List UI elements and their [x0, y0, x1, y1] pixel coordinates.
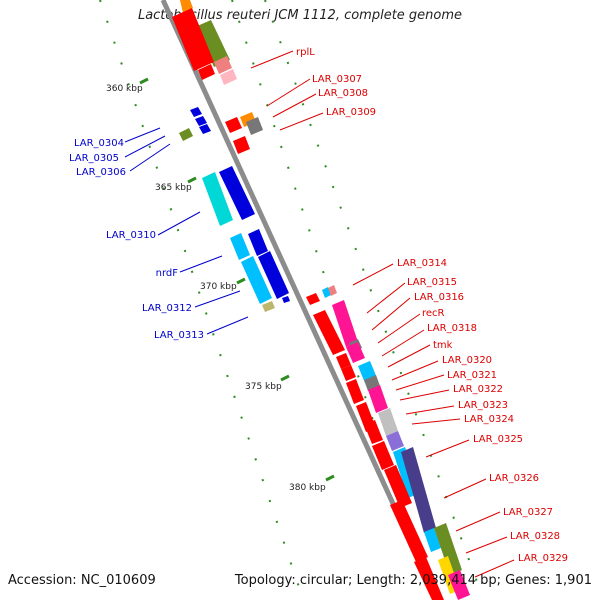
gene-block [202, 172, 233, 226]
scale-label: 360 kbp [106, 84, 143, 94]
gene-arrow [346, 379, 364, 404]
genome-summary-text: Topology: circular; Length: 2,039,414 bp… [234, 573, 592, 588]
gene-block [179, 128, 193, 141]
reverse-features [172, 0, 470, 600]
gene-block [434, 523, 462, 575]
gene-arrow [414, 557, 444, 600]
gene-arrow [172, 8, 214, 71]
gene-label: LAR_0325 [473, 434, 523, 445]
map-title: Lactobacillus reuteri JCM 1112, complete… [137, 8, 463, 23]
gene-arrow [336, 353, 351, 369]
gene-arrow [306, 293, 320, 305]
gene-block [332, 300, 358, 347]
gene-label: LAR_0320 [442, 355, 492, 366]
gene-label: LAR_0309 [326, 107, 376, 118]
gene-label: LAR_0324 [464, 414, 514, 425]
gene-block [220, 69, 237, 85]
scale-ticks [139, 77, 335, 482]
reverse-leader-lines [250, 50, 515, 578]
genome-backbone [160, 0, 440, 600]
gene-arrow [199, 124, 211, 134]
gene-label: LAR_0313 [154, 330, 204, 341]
gene-arrow [233, 136, 250, 154]
gene-label: LAR_0321 [447, 370, 497, 381]
gene-label: tmk [433, 340, 453, 351]
gene-block [424, 528, 441, 552]
gene-label: LAR_0306 [76, 167, 126, 178]
gene-label: nrdF [156, 268, 179, 279]
scale-label: 380 kbp [289, 483, 326, 493]
gene-label: recR [422, 308, 445, 319]
scale-label: 365 kbp [155, 183, 192, 193]
gene-arrow [390, 500, 428, 562]
gene-label: LAR_0307 [312, 74, 362, 85]
gene-block [378, 408, 398, 436]
scale-label: 370 kbp [200, 282, 237, 292]
gene-arrow [248, 229, 268, 256]
gene-arrow [198, 64, 215, 80]
gene-block [368, 385, 388, 413]
gene-arrow [225, 117, 242, 133]
reverse-gene-labels: rplL LAR_0307 LAR_0308 LAR_0309 LAR_0314… [296, 47, 568, 564]
gene-arrow [372, 441, 394, 470]
gene-label: LAR_0305 [69, 153, 119, 164]
gene-block [401, 447, 436, 533]
gene-label: LAR_0316 [414, 292, 464, 303]
gene-arrow [258, 251, 289, 299]
gene-label: LAR_0328 [510, 531, 560, 542]
gene-label: LAR_0304 [74, 138, 124, 149]
scale-labels: 360 kbp 365 kbp 370 kbp 375 kbp 380 kbp [106, 84, 326, 493]
gene-arrow [282, 296, 290, 303]
gene-label: LAR_0326 [489, 473, 539, 484]
gene-arrow [219, 166, 255, 220]
gene-label: LAR_0327 [503, 507, 553, 518]
gene-block [448, 570, 470, 600]
forward-features [179, 107, 290, 312]
forward-leader-lines [124, 127, 249, 335]
gene-arrow [364, 420, 383, 444]
gene-label: LAR_0314 [397, 258, 447, 269]
gene-label: LAR_0308 [318, 88, 368, 99]
gene-arrow [384, 465, 412, 508]
gene-arrow [341, 365, 356, 381]
gene-label: LAR_0329 [518, 553, 568, 564]
accession-text: Accession: NC_010609 [8, 573, 156, 588]
gene-block [214, 56, 232, 74]
gene-block [262, 301, 275, 312]
gene-block [230, 233, 250, 260]
gene-label: LAR_0318 [427, 323, 477, 334]
gene-arrow [195, 116, 207, 126]
gene-arrow [190, 107, 202, 117]
gene-block [328, 285, 337, 296]
forward-gene-labels: LAR_0304 LAR_0305 LAR_0306 LAR_0310 nrdF… [69, 138, 204, 341]
gene-block [180, 0, 193, 13]
gene-label: rplL [296, 47, 315, 58]
gene-label: LAR_0310 [106, 230, 156, 241]
gene-label: LAR_0312 [142, 303, 192, 314]
gene-block [195, 20, 230, 67]
gene-arrow [313, 310, 345, 355]
gene-block [241, 256, 272, 304]
scale-label: 375 kbp [245, 382, 282, 392]
gene-label: LAR_0322 [453, 384, 503, 395]
gene-label: LAR_0323 [458, 400, 508, 411]
gene-block [346, 342, 365, 363]
gene-block [246, 117, 263, 135]
gene-label: LAR_0315 [407, 277, 457, 288]
gene-block [386, 431, 404, 451]
